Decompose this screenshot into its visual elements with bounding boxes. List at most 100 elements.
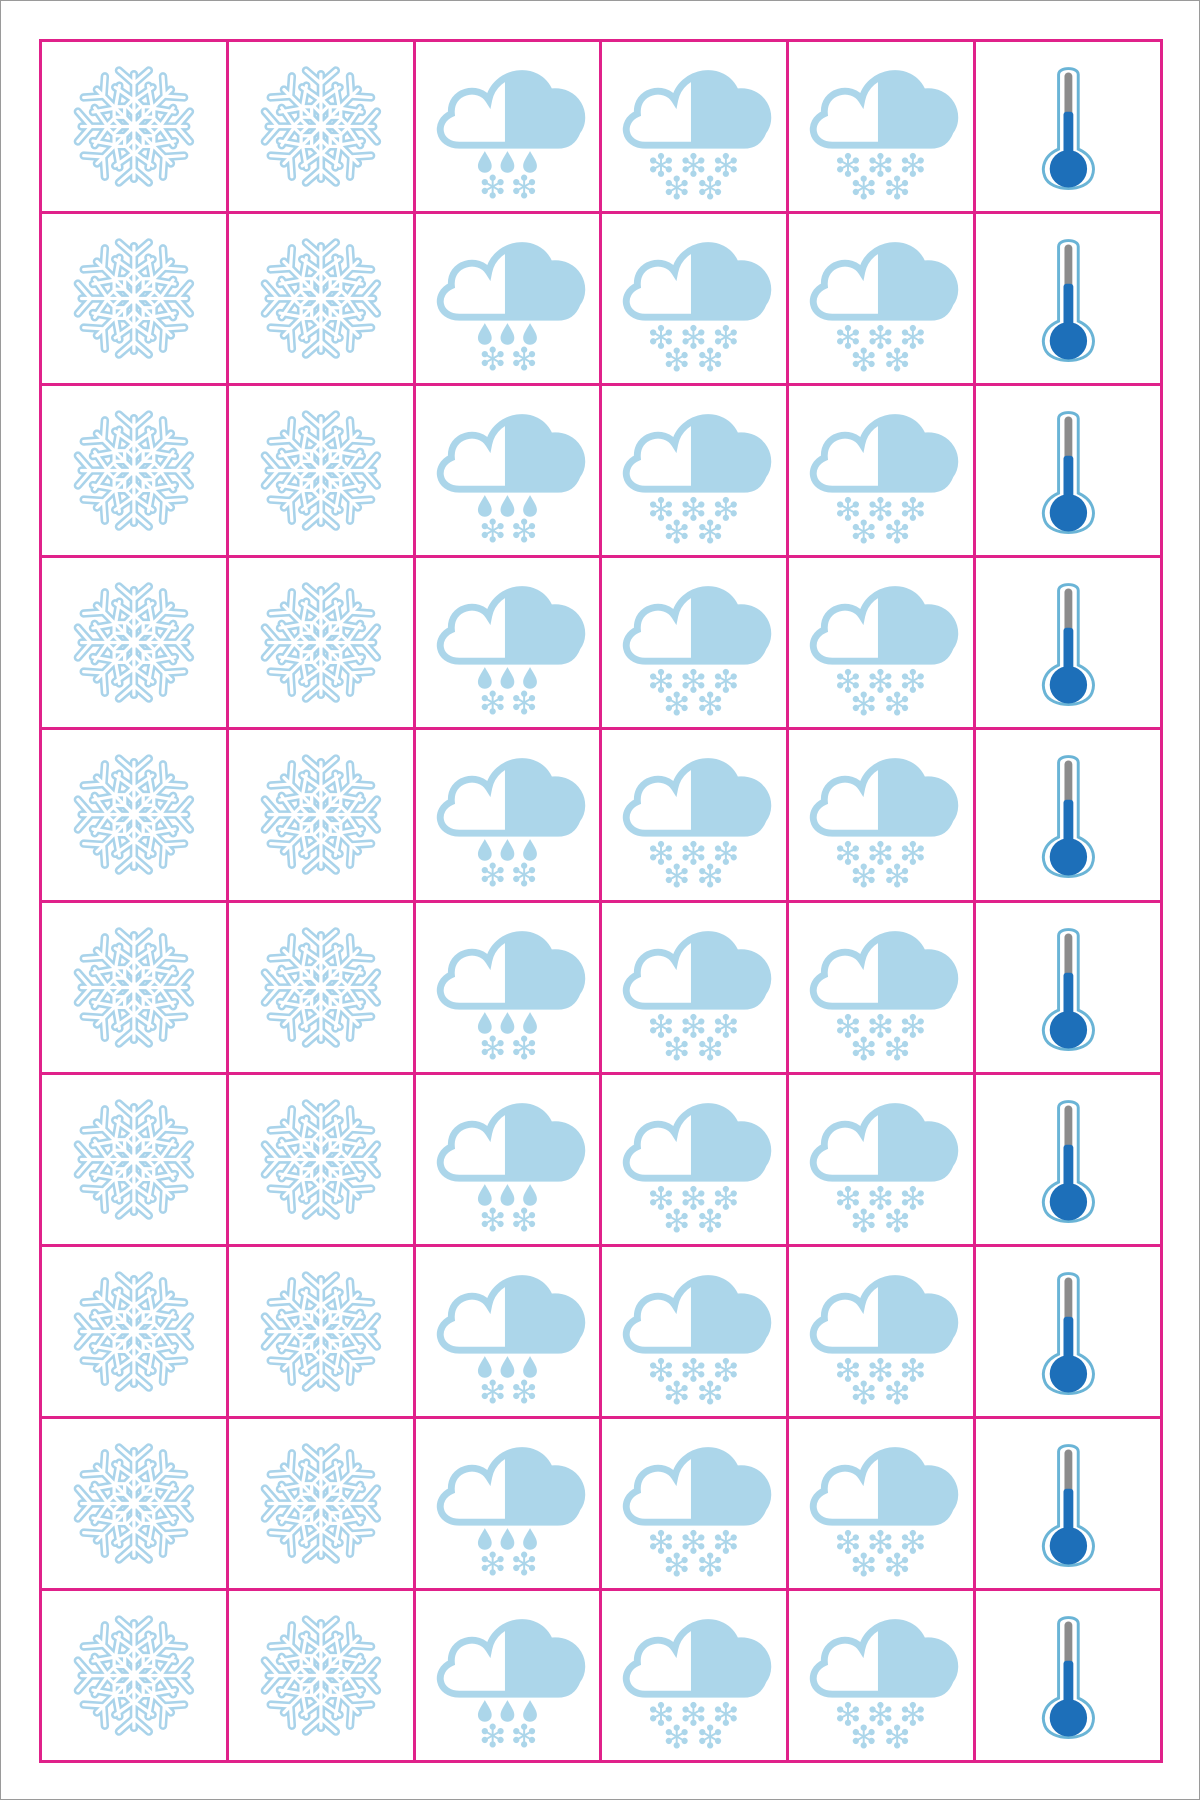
cloud-rain-snow-icon bbox=[416, 903, 600, 1072]
thermometer-cold-icon bbox=[976, 1075, 1160, 1244]
grid-cell bbox=[415, 1418, 603, 1591]
snowflake-icon bbox=[229, 730, 413, 899]
cloud-rain-snow-icon bbox=[416, 214, 600, 383]
grid-cell bbox=[602, 558, 790, 731]
grid-cell bbox=[602, 1418, 790, 1591]
cloud-snow-icon bbox=[602, 42, 786, 211]
snowflake-icon bbox=[42, 558, 226, 727]
snowflake-icon bbox=[229, 903, 413, 1072]
snowflake-icon bbox=[42, 903, 226, 1072]
cloud-snow-icon bbox=[602, 903, 786, 1072]
grid-cell bbox=[789, 1590, 977, 1763]
grid-cell bbox=[415, 42, 603, 215]
grid-cell bbox=[976, 558, 1163, 731]
thermometer-cold-icon bbox=[976, 1419, 1160, 1588]
thermometer-cold-icon bbox=[976, 903, 1160, 1072]
grid-cell bbox=[228, 1074, 416, 1247]
grid-cell bbox=[228, 902, 416, 1075]
cloud-snow-icon bbox=[789, 386, 973, 555]
grid-cell bbox=[42, 1418, 229, 1591]
grid-cell bbox=[228, 730, 416, 903]
grid-cell bbox=[228, 1246, 416, 1419]
grid-cell bbox=[415, 386, 603, 559]
cloud-rain-snow-icon bbox=[416, 386, 600, 555]
grid-cell bbox=[789, 902, 977, 1075]
cloud-snow-icon bbox=[789, 1419, 973, 1588]
grid-cell bbox=[415, 730, 603, 903]
cloud-snow-icon bbox=[789, 1591, 973, 1760]
cloud-snow-icon bbox=[789, 903, 973, 1072]
grid-cell bbox=[228, 42, 416, 215]
snowflake-icon bbox=[229, 386, 413, 555]
grid-cell bbox=[789, 1418, 977, 1591]
grid-cell bbox=[602, 1074, 790, 1247]
cloud-snow-icon bbox=[789, 42, 973, 211]
grid-cell bbox=[789, 386, 977, 559]
cloud-snow-icon bbox=[602, 558, 786, 727]
cloud-snow-icon bbox=[602, 1591, 786, 1760]
grid-cell bbox=[228, 1418, 416, 1591]
grid-cell bbox=[228, 214, 416, 387]
grid-cell bbox=[42, 42, 229, 215]
snowflake-icon bbox=[42, 730, 226, 899]
cloud-rain-snow-icon bbox=[416, 730, 600, 899]
grid-cell bbox=[602, 214, 790, 387]
grid-cell bbox=[42, 386, 229, 559]
thermometer-cold-icon bbox=[976, 1247, 1160, 1416]
cloud-snow-icon bbox=[789, 214, 973, 383]
thermometer-cold-icon bbox=[976, 214, 1160, 383]
snowflake-icon bbox=[42, 1075, 226, 1244]
cloud-rain-snow-icon bbox=[416, 1247, 600, 1416]
snowflake-icon bbox=[229, 558, 413, 727]
grid-cell bbox=[415, 1074, 603, 1247]
snowflake-icon bbox=[42, 386, 226, 555]
cloud-rain-snow-icon bbox=[416, 42, 600, 211]
grid-cell bbox=[976, 1246, 1163, 1419]
thermometer-cold-icon bbox=[976, 42, 1160, 211]
snowflake-icon bbox=[229, 1591, 413, 1760]
snowflake-icon bbox=[42, 214, 226, 383]
grid-cell bbox=[228, 558, 416, 731]
cloud-snow-icon bbox=[789, 1075, 973, 1244]
cloud-rain-snow-icon bbox=[416, 1075, 600, 1244]
grid-cell bbox=[789, 214, 977, 387]
grid-cell bbox=[602, 902, 790, 1075]
cloud-snow-icon bbox=[789, 730, 973, 899]
grid-cell bbox=[976, 214, 1163, 387]
cloud-snow-icon bbox=[602, 1075, 786, 1244]
grid-cell bbox=[789, 42, 977, 215]
grid-cell bbox=[976, 42, 1163, 215]
snowflake-icon bbox=[229, 1075, 413, 1244]
cloud-snow-icon bbox=[602, 386, 786, 555]
snowflake-icon bbox=[42, 42, 226, 211]
grid-cell bbox=[602, 1590, 790, 1763]
grid-cell bbox=[42, 1590, 229, 1763]
cloud-snow-icon bbox=[602, 730, 786, 899]
grid-cell bbox=[228, 1590, 416, 1763]
cloud-snow-icon bbox=[602, 1419, 786, 1588]
snowflake-icon bbox=[229, 214, 413, 383]
thermometer-cold-icon bbox=[976, 558, 1160, 727]
snowflake-icon bbox=[42, 1591, 226, 1760]
cloud-rain-snow-icon bbox=[416, 1419, 600, 1588]
snowflake-icon bbox=[42, 1419, 226, 1588]
thermometer-cold-icon bbox=[976, 386, 1160, 555]
icon-grid bbox=[39, 39, 1163, 1763]
grid-cell bbox=[42, 902, 229, 1075]
grid-cell bbox=[976, 1418, 1163, 1591]
grid-cell bbox=[976, 1074, 1163, 1247]
grid-cell bbox=[602, 386, 790, 559]
grid-cell bbox=[415, 558, 603, 731]
grid-cell bbox=[789, 1246, 977, 1419]
grid-cell bbox=[789, 730, 977, 903]
grid-cell bbox=[42, 730, 229, 903]
grid-cell bbox=[602, 730, 790, 903]
grid-cell bbox=[976, 1590, 1163, 1763]
grid-cell bbox=[789, 558, 977, 731]
cloud-snow-icon bbox=[602, 214, 786, 383]
grid-cell bbox=[602, 1246, 790, 1419]
grid-cell bbox=[42, 1074, 229, 1247]
cloud-snow-icon bbox=[789, 558, 973, 727]
grid-cell bbox=[602, 42, 790, 215]
